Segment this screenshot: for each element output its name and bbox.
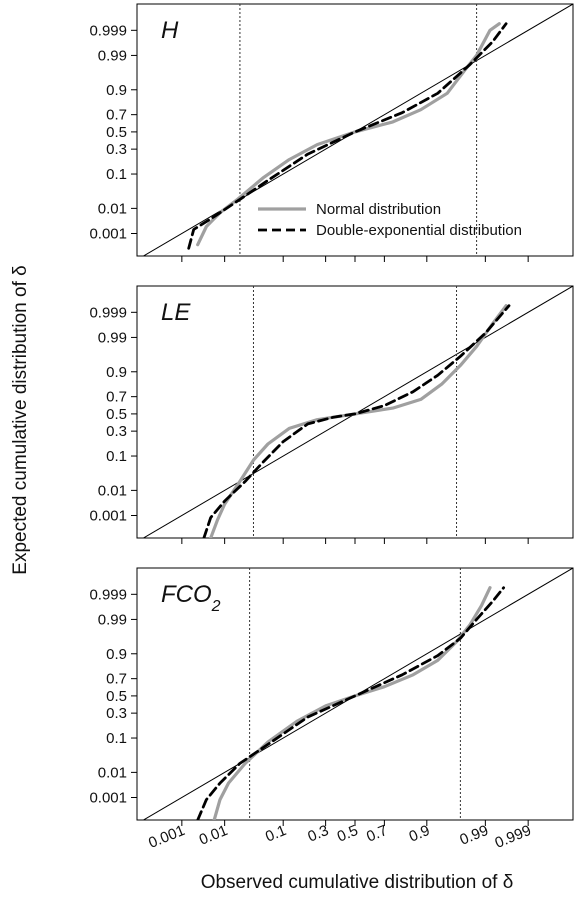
y-tick-label: 0.001 <box>89 507 127 524</box>
panel-plot-area <box>142 4 573 256</box>
y-tick-label: 0.999 <box>89 304 127 321</box>
y-tick-label: 0.3 <box>106 423 127 440</box>
series-normal-line <box>209 304 508 538</box>
x-tick-label: 0.001 <box>146 822 187 852</box>
y-tick-label: 0.9 <box>106 646 127 663</box>
x-tick-label: 0.01 <box>197 822 230 849</box>
y-tick-label: 0.3 <box>106 705 127 722</box>
y-tick-label: 0.01 <box>98 482 127 499</box>
y-tick-label: 0.001 <box>89 789 127 806</box>
panel-label: LE <box>161 299 191 326</box>
panel-plot-area <box>142 568 573 820</box>
series-double-exponential-line <box>196 586 505 820</box>
y-tick-label: 0.999 <box>89 22 127 39</box>
panel-label-subscript: 2 <box>211 598 221 615</box>
legend: Normal distribution Double-exponential d… <box>258 201 522 239</box>
series-double-exponential-line <box>187 22 508 250</box>
x-tick-label: 0.5 <box>335 822 361 846</box>
y-tick-label: 0.01 <box>98 200 127 217</box>
y-tick-label: 0.7 <box>106 671 127 688</box>
y-tick-label: 0.5 <box>106 406 127 423</box>
y-tick-label: 0.99 <box>98 329 127 346</box>
x-tick-label: 0.7 <box>364 822 390 846</box>
series-double-exponential-line <box>202 304 511 538</box>
y-tick-label: 0.7 <box>106 389 127 406</box>
y-tick-label: 0.99 <box>98 611 127 628</box>
panel-label: H <box>161 17 179 44</box>
panel-1: 0.001 0.01 0.1 0.30.50.7 0.9 0.99 0.999 H <box>89 3 574 262</box>
legend-label-normal: Normal distribution <box>316 201 441 218</box>
y-tick-label: 0.999 <box>89 586 127 603</box>
legend-label-double-exponential: Double-exponential distribution <box>316 222 522 239</box>
y-axis-title: Expected cumulative distribution of δ <box>10 265 31 574</box>
x-tick-label: 0.3 <box>305 822 331 846</box>
y-tick-label: 0.5 <box>106 124 127 141</box>
series-normal-line <box>212 586 492 820</box>
y-tick-label: 0.7 <box>106 107 127 124</box>
panel-2: 0.001 0.01 0.1 0.30.50.7 0.9 0.99 0.999 LE <box>89 285 574 544</box>
x-tick-label: 0.99 <box>457 822 490 849</box>
y-tick-label: 0.3 <box>106 141 127 158</box>
x-axis-title: Observed cumulative distribution of δ <box>201 872 514 893</box>
y-tick-label: 0.9 <box>106 82 127 99</box>
y-tick-label: 0.5 <box>106 688 127 705</box>
y-tick-label: 0.9 <box>106 364 127 381</box>
panel-plot-area <box>142 286 573 538</box>
panel-label: FCO2 <box>161 581 221 615</box>
y-tick-label: 0.1 <box>106 730 127 747</box>
x-tick-label: 0.999 <box>492 822 533 852</box>
y-tick-label: 0.99 <box>98 47 127 64</box>
y-tick-label: 0.1 <box>106 448 127 465</box>
y-tick-label: 0.1 <box>106 166 127 183</box>
y-tick-label: 0.001 <box>89 225 127 242</box>
x-tick-label: 0.1 <box>263 822 289 846</box>
y-tick-label: 0.01 <box>98 764 127 781</box>
x-tick-label: 0.9 <box>407 822 433 846</box>
